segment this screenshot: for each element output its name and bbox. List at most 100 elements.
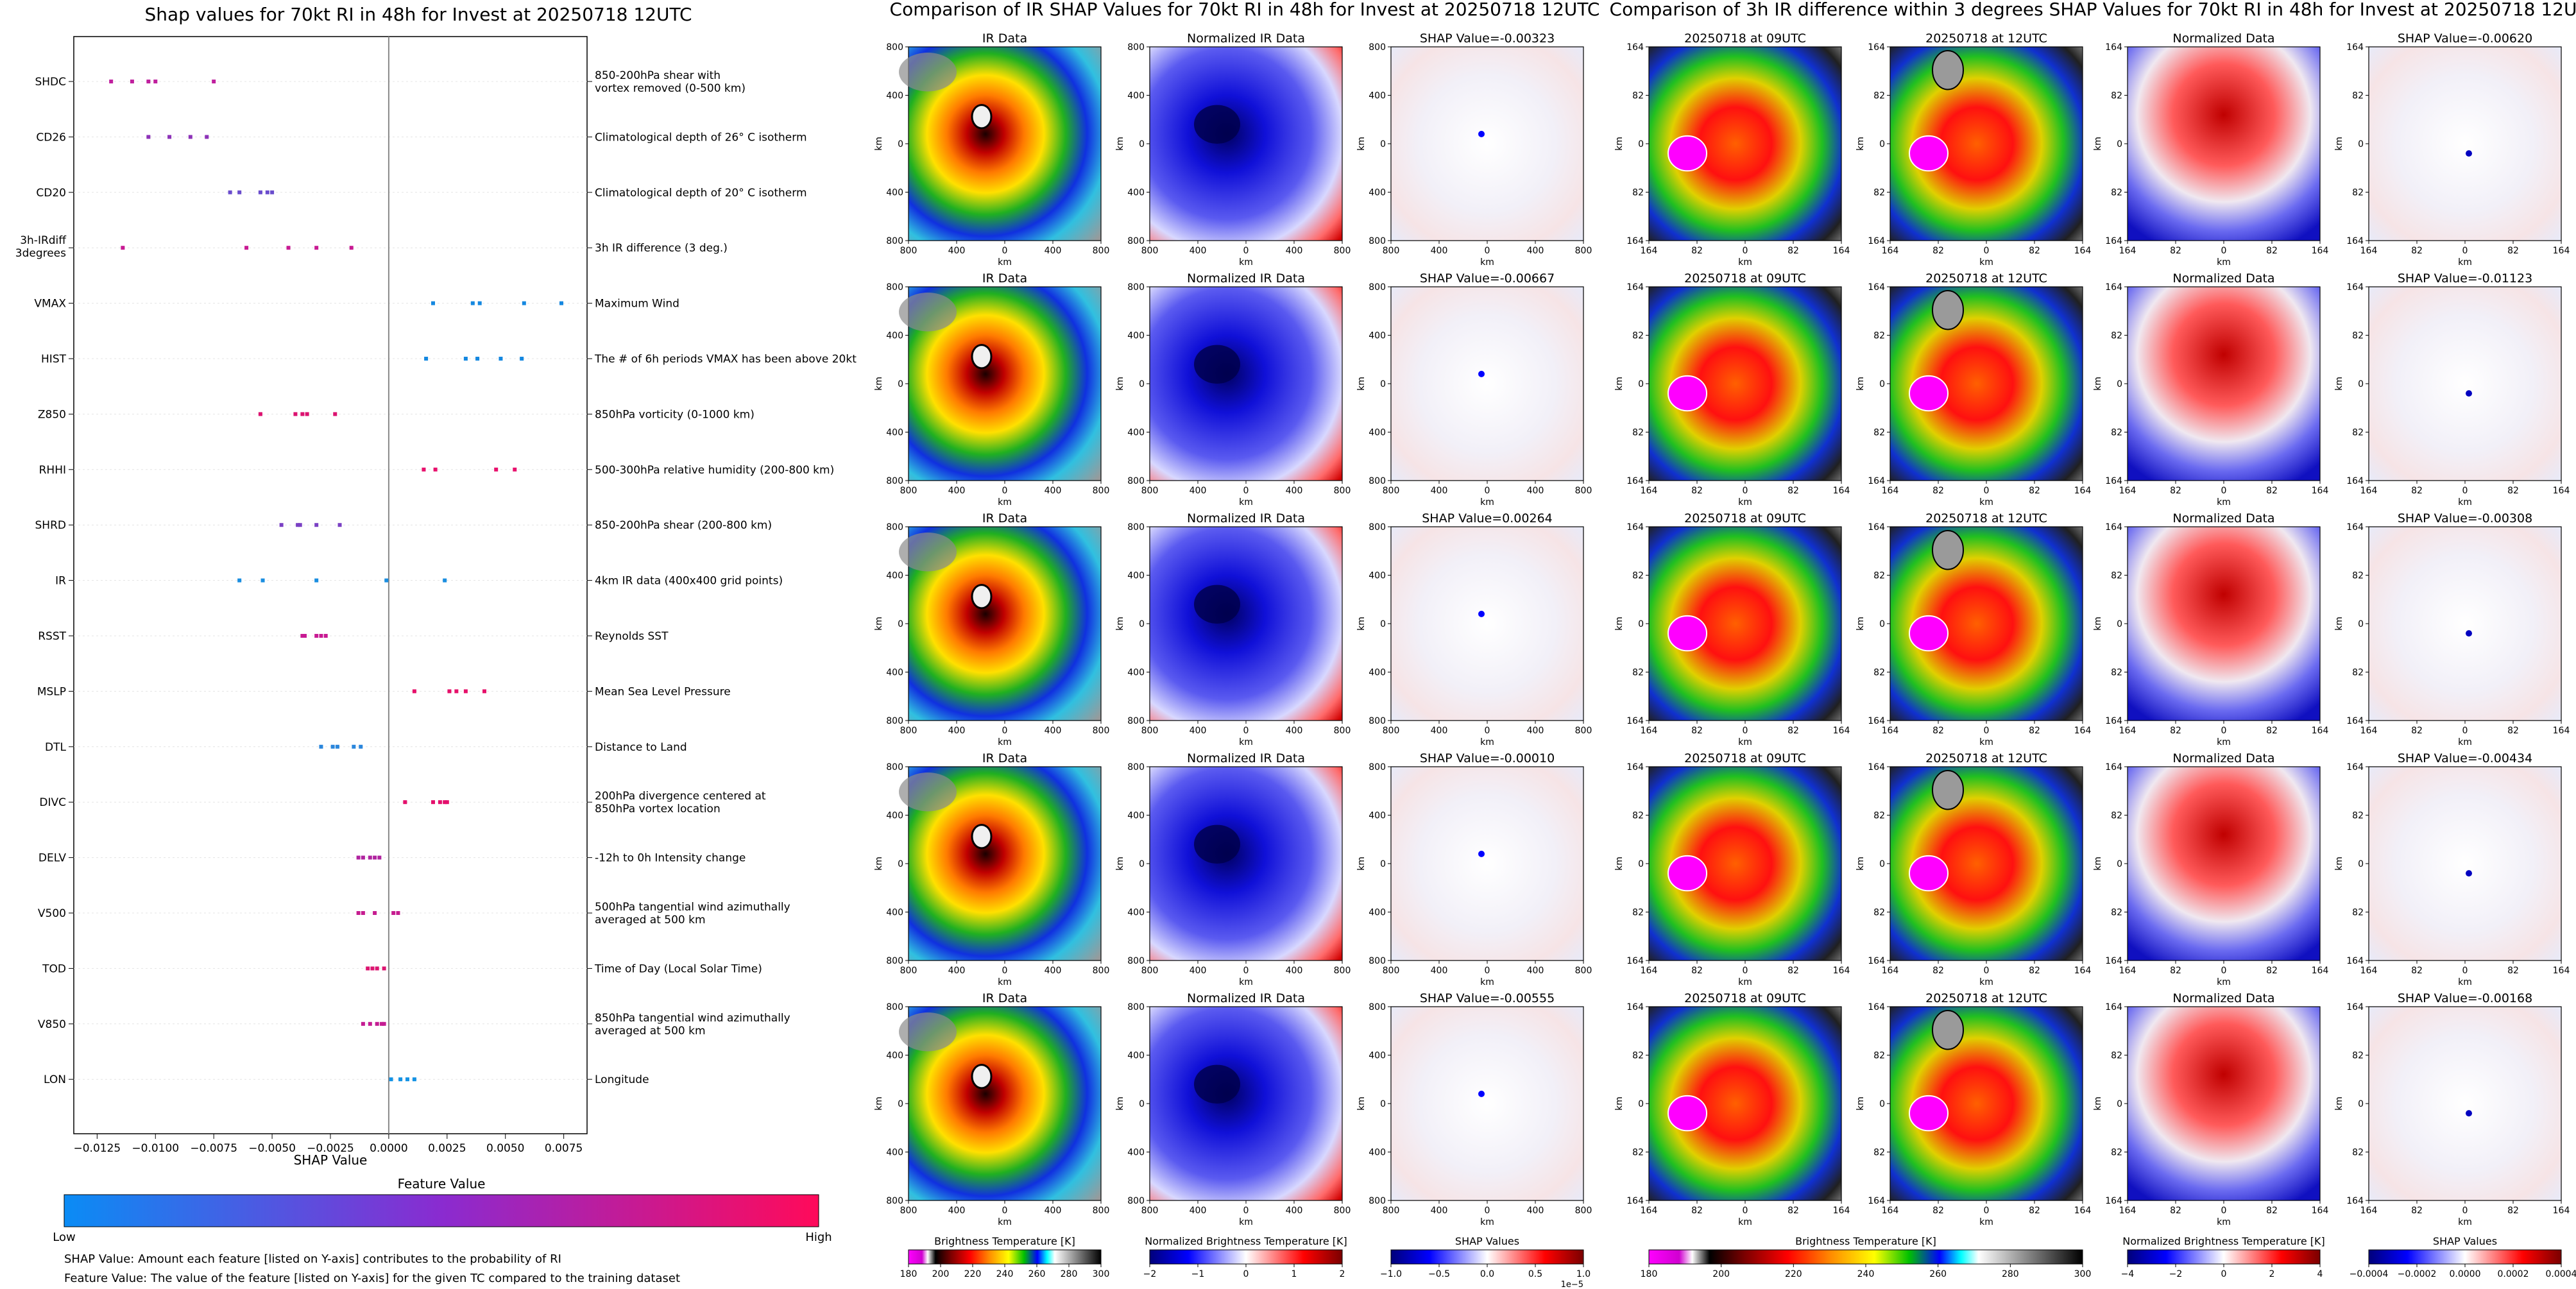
y-tick-label: 0 [1879, 1099, 1885, 1109]
shap-hotspot-mark [2466, 150, 2472, 157]
x-tick-label: 82 [1691, 1206, 1703, 1216]
panel-shap: SHAP Value=-0.00323800800400400004004008… [1356, 31, 1592, 268]
x-tick-label: 164 [2119, 486, 2137, 496]
x-tick-label: 800 [1141, 486, 1159, 496]
x-tick-label: 82 [2266, 966, 2278, 976]
panel-title: Normalized IR Data [1187, 991, 1305, 1005]
feature-description: Mean Sea Level Pressure [595, 685, 731, 698]
shap-point [373, 855, 377, 860]
x-tick-label: 82 [2266, 246, 2278, 256]
y-tick-label: 400 [886, 668, 903, 678]
shap-point [380, 1021, 384, 1026]
shap-point [228, 190, 232, 194]
y-tick-label: 0 [1380, 379, 1386, 389]
colorbar-tick-label: 200 [1712, 1269, 1730, 1279]
x-tick-label: 400 [1190, 486, 1207, 496]
colorbar-tick-label: 0.0 [1480, 1269, 1494, 1279]
x-tick-label: 164 [2312, 726, 2329, 736]
y-tick-label: 400 [886, 428, 903, 438]
cold-cloud-top-mark [1668, 135, 1707, 172]
panel-shapd: SHAP Value=-0.00168164164828200828216416… [2334, 991, 2570, 1227]
y-tick-label: 82 [2111, 908, 2122, 918]
y-tick-label: 164 [1626, 522, 1644, 533]
feature-description: Climatological depth of 20° C isotherm [595, 187, 807, 200]
x-tick-label: 800 [1334, 1206, 1351, 1216]
panel-bt12: 20250718 at 12UTC1641648282008282164164k… [1855, 271, 2091, 508]
x-tick-label: 0.0000 [370, 1142, 407, 1155]
shap-point [296, 523, 300, 527]
shap-point [237, 190, 242, 194]
feature-description: 850hPa tangential wind azimuthally [595, 1012, 790, 1025]
y-tick-label: 0 [1139, 859, 1145, 869]
panel-shapd: SHAP Value=-0.00434164164828200828216416… [2334, 751, 2570, 987]
shap-point [109, 80, 114, 83]
x-tick-label: 0 [1002, 486, 1008, 496]
x-tick-label: 82 [2411, 246, 2423, 256]
shap-point [258, 190, 262, 194]
x-tick-label: 82 [2170, 1206, 2181, 1216]
y-tick-label: 800 [886, 476, 903, 486]
x-tick-label: 164 [2360, 1206, 2378, 1216]
y-tick-label: 164 [1868, 522, 1885, 533]
x-tick-label: 164 [2119, 246, 2137, 256]
x-tick-label: 0.0050 [486, 1142, 524, 1155]
panel-shapd: SHAP Value=-0.01123164164828200828216416… [2334, 271, 2570, 508]
x-axis-label: km [1480, 977, 1494, 987]
y-tick-label: 164 [2346, 282, 2364, 293]
irdiff-comparison-title: Comparison of 3h IR difference within 3 … [1610, 0, 2576, 20]
x-axis-label: km [1979, 1217, 1993, 1227]
y-tick-label: 800 [886, 1196, 903, 1206]
y-tick-label: 164 [2105, 282, 2122, 293]
y-tick-label: 164 [1868, 1002, 1885, 1012]
panel-ndiff: Normalized Data1641648282008282164164kmk… [2093, 511, 2328, 747]
y-tick-label: 800 [1369, 42, 1386, 53]
shap-point [330, 744, 335, 749]
shap-point [314, 634, 319, 638]
x-tick-label: 0 [2221, 966, 2227, 976]
shap-point [368, 1021, 372, 1026]
x-tick-label: 82 [2411, 726, 2423, 736]
panel-title: Normalized Data [2172, 751, 2274, 765]
x-axis-label: km [2458, 977, 2472, 987]
y-tick-label: 164 [1626, 282, 1644, 293]
x-tick-label: 164 [2360, 726, 2378, 736]
y-tick-label: 164 [2346, 522, 2364, 533]
panel-nir: Normalized IR Data8008004004000040040080… [1115, 751, 1351, 987]
y-axis-label: km [1614, 137, 1625, 151]
feature-code-label: LON [44, 1073, 66, 1086]
x-tick-label: 800 [1383, 486, 1400, 496]
feature-description: 500-300hPa relative humidity (200-800 km… [595, 464, 834, 477]
x-tick-label: 800 [1141, 246, 1159, 256]
x-tick-label: 82 [1932, 966, 1944, 976]
warm-area-mark [1932, 1010, 1964, 1050]
panel-title: Normalized Data [2172, 991, 2274, 1005]
y-tick-label: 800 [1127, 1196, 1145, 1206]
x-tick-label: 400 [1527, 246, 1544, 256]
shap-point [121, 246, 125, 250]
note-feature-value: Feature Value: The value of the feature … [64, 1272, 680, 1285]
y-tick-label: 800 [1369, 1002, 1386, 1012]
x-tick-label: 400 [948, 1206, 966, 1216]
y-axis-label: km [874, 1097, 884, 1111]
x-axis-label: km [1979, 977, 1993, 987]
x-tick-label: 400 [1045, 966, 1062, 976]
colorbar-tick-label: 280 [2002, 1269, 2019, 1279]
panel-shap: SHAP Value=-0.00667800800400400004004008… [1356, 271, 1592, 508]
x-tick-label: 164 [2360, 246, 2378, 256]
y-tick-label: 400 [1369, 331, 1386, 341]
panel-image-ndiff [2127, 286, 2321, 481]
y-axis-label: km [1855, 377, 1866, 391]
feature-description: 850-200hPa shear (200-800 km) [595, 519, 772, 532]
y-tick-label: 800 [1369, 522, 1386, 533]
panel-title: IR Data [982, 991, 1027, 1005]
feature-description: 850-200hPa shear with [595, 69, 721, 82]
feature-code-label: VMAX [34, 298, 66, 311]
x-tick-label: 82 [1787, 1206, 1799, 1216]
feature-colorbar [64, 1194, 819, 1227]
cloud-free-area [899, 1012, 957, 1052]
x-axis-label: km [998, 1217, 1012, 1227]
x-tick-label: 800 [1334, 486, 1351, 496]
feature-code-label: IR [55, 575, 66, 588]
